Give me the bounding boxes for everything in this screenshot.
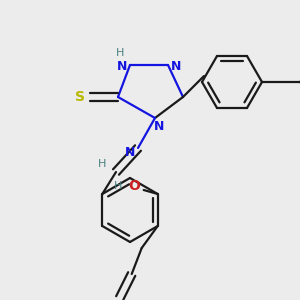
Text: N: N [154,119,164,133]
Text: N: N [125,146,135,158]
Text: N: N [117,61,127,74]
Text: N: N [171,61,181,74]
Text: H: H [98,159,106,169]
Text: H: H [113,181,122,191]
Text: H: H [116,48,124,58]
Text: S: S [75,90,85,104]
Text: O: O [128,179,140,193]
